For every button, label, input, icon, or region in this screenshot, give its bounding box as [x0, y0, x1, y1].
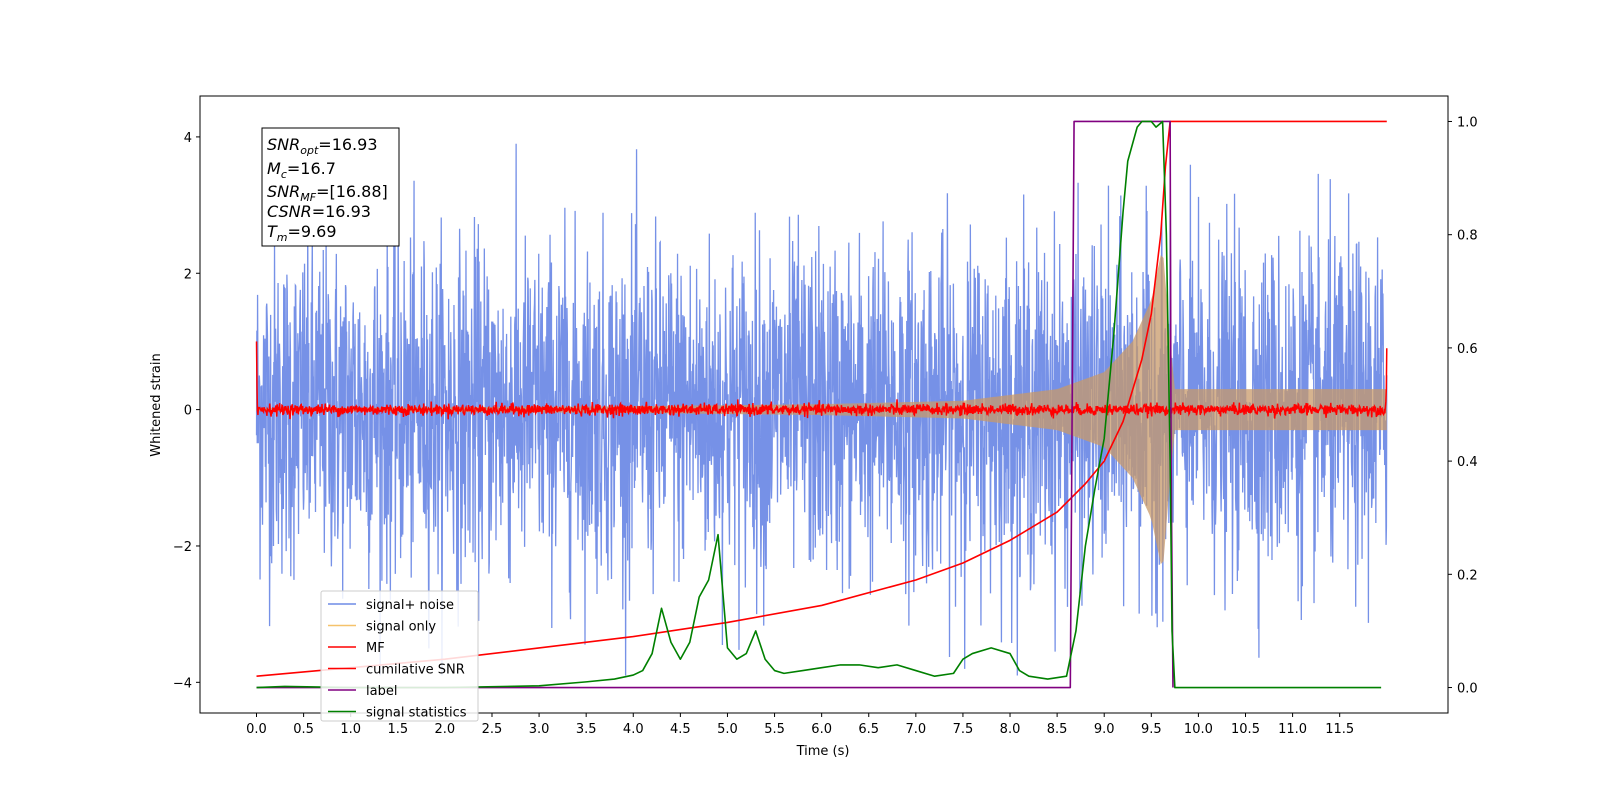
- y-axis-left: 4 2 0 −2 −4: [173, 131, 200, 691]
- x-tick-label: 8.0: [1000, 722, 1021, 737]
- legend-entry: signal+ noise: [366, 598, 454, 613]
- y2-tick-label: 1.0: [1457, 115, 1478, 130]
- info-csnr: CSNR=16.93: [267, 202, 371, 221]
- info-mc: Mc=16.7: [267, 159, 336, 181]
- x-tick-label: 7.0: [905, 722, 926, 737]
- x-tick-label: 4.5: [670, 722, 691, 737]
- x-tick-label: 5.5: [764, 722, 785, 737]
- legend-entry: label: [366, 684, 397, 699]
- x-tick-label: 2.5: [482, 722, 503, 737]
- x-tick-label: 10.0: [1184, 722, 1213, 737]
- y-tick-label: 4: [184, 131, 192, 146]
- series-label: [256, 120, 1174, 689]
- y2-tick-label: 0.0: [1457, 682, 1478, 697]
- x-tick-label: 11.5: [1325, 722, 1354, 737]
- legend-entry: cumilative SNR: [366, 663, 465, 678]
- plot-frame: [199, 95, 1449, 714]
- x-tick-label: 3.0: [529, 722, 550, 737]
- x-tick-label: 1.0: [340, 722, 361, 737]
- series-mf: [255, 341, 1388, 420]
- info-box-frame: [261, 127, 400, 247]
- y-axis-label: Whitened strain: [149, 353, 164, 456]
- info-snr-opt: SNRopt=16.93: [267, 135, 378, 157]
- y2-tick-label: 0.2: [1457, 568, 1478, 583]
- y-tick-label: −4: [173, 676, 192, 691]
- x-tick-label: 8.5: [1047, 722, 1068, 737]
- x-axis: 0.0 0.5 1.0 1.5 2.0 2.5 3.0 3.5 4.0 4.5 5.0 5.5 6.0 6…: [246, 713, 1354, 737]
- x-tick-label: 3.5: [576, 722, 597, 737]
- x-tick-label: 10.5: [1231, 722, 1260, 737]
- x-tick-label: 0.5: [293, 722, 314, 737]
- x-tick-label: 4.0: [623, 722, 644, 737]
- x-tick-label: 9.0: [1094, 722, 1115, 737]
- legend-frame: [320, 590, 479, 722]
- x-tick-label: 7.5: [953, 722, 974, 737]
- x-tick-label: 9.5: [1141, 722, 1162, 737]
- x-tick-label: 5.0: [717, 722, 738, 737]
- y-tick-label: 0: [184, 404, 192, 419]
- x-tick-label: 6.5: [858, 722, 879, 737]
- y2-tick-label: 0.6: [1457, 342, 1478, 357]
- info-box: SNRopt=16.93 Mc=16.7 SNRMF=[16.88] CSNR=…: [261, 127, 400, 247]
- y-tick-label: 2: [184, 267, 192, 282]
- series-signal-statistics: [256, 120, 1382, 689]
- x-tick-label: 1.5: [387, 722, 408, 737]
- legend-entry: MF: [366, 641, 385, 656]
- x-tick-label: 2.0: [435, 722, 456, 737]
- y2-tick-label: 0.8: [1457, 229, 1478, 244]
- x-tick-label: 0.0: [246, 722, 267, 737]
- x-axis-label: Time (s): [796, 744, 850, 759]
- series-signal-noise: [255, 143, 1388, 676]
- x-tick-label: 6.0: [811, 722, 832, 737]
- info-tm: Tm=9.69: [267, 222, 337, 244]
- y-tick-label: −2: [173, 540, 192, 555]
- y-axis-right: 1.0 0.8 0.6 0.4 0.2 0.0: [1448, 115, 1478, 697]
- legend-entry: signal only: [366, 620, 436, 635]
- y2-tick-label: 0.4: [1457, 455, 1478, 470]
- x-tick-label: 11.0: [1278, 722, 1307, 737]
- legend: signal+ noise signal only MF cumilative SNR…: [320, 590, 479, 722]
- info-snr-mf: SNRMF=[16.88]: [267, 182, 388, 204]
- legend-entry: signal statistics: [366, 706, 467, 721]
- plot-area: [255, 120, 1388, 689]
